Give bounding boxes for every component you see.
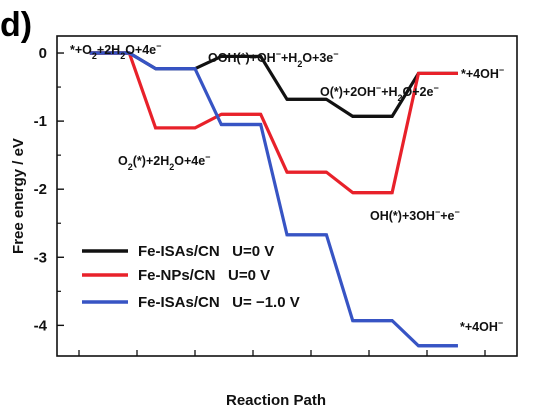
panel-label: d): [0, 6, 32, 44]
legend-label: Fe-NPs/CN U=0 V: [138, 267, 270, 284]
annotation-a6: OH(*)+3OH−+e−: [370, 207, 460, 223]
plot-frame: [56, 35, 518, 357]
energy-annotations: *+O2+2H2O+4e− OOH(*)+OH−+H2O+3e− O(*)+2OH−…: [70, 41, 504, 334]
x-axis-title: Reaction Path: [226, 392, 326, 409]
annotation-a2: OOH(*)+OH−+H2O+3e−: [208, 49, 339, 69]
series-2: [89, 51, 458, 195]
annotation-a1: *+O2+2H2O+4e−: [70, 41, 161, 61]
series-line: [89, 51, 458, 195]
annotation-a5: O2(*)+2H2O+4e−: [118, 152, 210, 172]
y-tick-label: 0: [39, 45, 47, 62]
annotation-a4: *+4OH−: [461, 65, 504, 81]
legend: Fe-ISAs/CN U=0 V Fe-NPs/CN U=0 V Fe-ISAs/C…: [82, 243, 300, 311]
annotation-a3: O(*)+2OH−+H2O+2e−: [320, 83, 439, 103]
series-3: [89, 51, 458, 348]
legend-label: Fe-ISAs/CN U=0 V: [138, 243, 274, 260]
y-tick-label: -1: [34, 113, 47, 130]
series-layer: [89, 51, 458, 348]
y-axis-title: Free energy / eV: [10, 138, 27, 254]
axis-ticks: 0 -1 -2 -3 -4: [34, 45, 486, 356]
y-tick-label: -4: [34, 317, 48, 334]
legend-label: Fe-ISAs/CN U= −1.0 V: [138, 294, 300, 311]
y-tick-label: -2: [34, 181, 47, 198]
y-tick-label: -3: [34, 249, 47, 266]
annotation-a7: *+4OH−: [460, 318, 503, 334]
series-line: [89, 51, 458, 348]
